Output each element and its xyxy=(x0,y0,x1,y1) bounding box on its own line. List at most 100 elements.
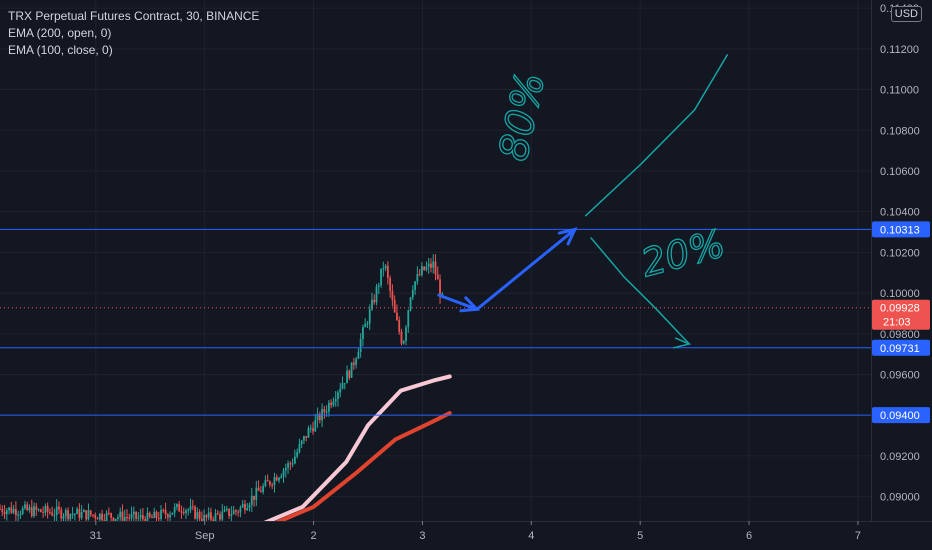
blue-arrow-head-1 xyxy=(459,296,481,313)
candle-body xyxy=(83,510,85,513)
candle-body xyxy=(30,507,33,516)
level-price-tag xyxy=(872,407,930,424)
candle-body xyxy=(275,477,278,481)
candle-body xyxy=(207,512,210,518)
candle-body xyxy=(203,515,206,522)
candle-body xyxy=(135,511,137,519)
candle-body xyxy=(282,470,285,477)
candle-body xyxy=(316,414,319,421)
candle-body xyxy=(0,508,1,510)
y-tick-label: 0.11200 xyxy=(880,44,919,56)
candle-body xyxy=(205,515,208,518)
candle-body xyxy=(171,512,174,515)
candle-body xyxy=(46,506,49,512)
time-axis-panel xyxy=(0,521,932,550)
candle-body xyxy=(234,510,237,512)
candle-body xyxy=(60,509,63,519)
candle-body xyxy=(212,519,215,522)
candle-body xyxy=(5,510,8,515)
candle-body xyxy=(352,362,355,365)
candle-body xyxy=(221,511,224,520)
candle-body xyxy=(176,504,178,507)
teal-up-line xyxy=(584,54,729,217)
candle-body xyxy=(398,319,401,332)
candle-body xyxy=(24,504,26,509)
x-tick-label: Sep xyxy=(195,530,215,542)
candle-body xyxy=(314,420,317,432)
candle-body xyxy=(259,490,262,493)
candle-body xyxy=(8,507,10,511)
level-price-label: 0.09400 xyxy=(880,410,920,422)
candle-body xyxy=(119,511,122,518)
candle-body xyxy=(55,506,58,516)
candle-body xyxy=(189,506,192,510)
candle-body xyxy=(232,510,235,515)
candle-body xyxy=(439,279,441,296)
candle-body xyxy=(155,511,158,518)
candle-body xyxy=(146,512,149,525)
candle-body xyxy=(298,444,301,453)
x-tick-label: 2 xyxy=(310,530,316,542)
chart-legend: TRX Perpetual Futures Contract, 30, BINA… xyxy=(8,8,259,59)
candle-body xyxy=(237,511,240,513)
last-price-label: 0.09928 xyxy=(880,303,920,315)
candle-body xyxy=(296,452,299,457)
ema200-legend[interactable]: EMA (200, open, 0) xyxy=(8,26,112,40)
x-tick-label: 3 xyxy=(419,530,425,542)
candle-body xyxy=(139,515,142,518)
candle-body xyxy=(39,509,42,512)
candle-body xyxy=(323,409,326,413)
candle-body xyxy=(362,327,364,340)
candle-body xyxy=(318,414,321,421)
candle-body xyxy=(114,518,117,522)
candle-body xyxy=(37,509,40,511)
candle-body xyxy=(266,480,269,482)
ema100-legend[interactable]: EMA (100, close, 0) xyxy=(8,43,113,57)
x-tick-label: 31 xyxy=(90,530,102,542)
candle-body xyxy=(210,512,212,520)
symbol-title[interactable]: TRX Perpetual Futures Contract, 30, BINA… xyxy=(8,9,260,23)
user-drawings[interactable]: 80% 20% xyxy=(437,54,730,349)
ema-lines xyxy=(257,374,452,528)
candle-body xyxy=(225,508,228,510)
horizontal-levels[interactable] xyxy=(0,228,871,416)
candle-body xyxy=(348,370,351,378)
candle-body xyxy=(105,512,108,522)
candle-body xyxy=(343,383,346,385)
candle-body xyxy=(173,506,176,513)
candle-body xyxy=(246,508,249,511)
candle-body xyxy=(96,518,99,520)
teal-down-arrowhead xyxy=(672,337,692,349)
y-tick-label: 0.10800 xyxy=(880,125,920,137)
blue-arrow-head-2 xyxy=(557,227,578,246)
candle-body xyxy=(141,515,144,520)
candle-body xyxy=(269,481,271,485)
currency-button[interactable]: USD xyxy=(890,6,922,22)
candle-body xyxy=(393,300,396,313)
candle-body xyxy=(26,504,29,510)
candle-body xyxy=(273,477,276,485)
blue-arrow-path xyxy=(437,227,577,311)
candle-body xyxy=(375,286,378,303)
candle-body xyxy=(377,285,380,287)
candle-body xyxy=(3,512,6,515)
candle-body xyxy=(418,274,421,276)
candle-body xyxy=(137,517,140,519)
chart-grid xyxy=(0,0,871,521)
candle-body xyxy=(325,411,328,413)
candle-body xyxy=(123,517,126,522)
candle-body xyxy=(78,508,81,519)
candle-body xyxy=(416,274,419,282)
level-price-label: 0.09731 xyxy=(880,343,920,355)
candle-body xyxy=(80,512,83,519)
candle-body xyxy=(337,392,339,399)
y-tick-label: 0.10400 xyxy=(880,207,920,219)
candle-body xyxy=(359,339,362,353)
candle-body xyxy=(330,402,333,406)
candle-body xyxy=(264,480,267,487)
candle-body xyxy=(14,508,17,516)
candle-body xyxy=(180,511,183,513)
ema100-close-line xyxy=(257,374,452,528)
